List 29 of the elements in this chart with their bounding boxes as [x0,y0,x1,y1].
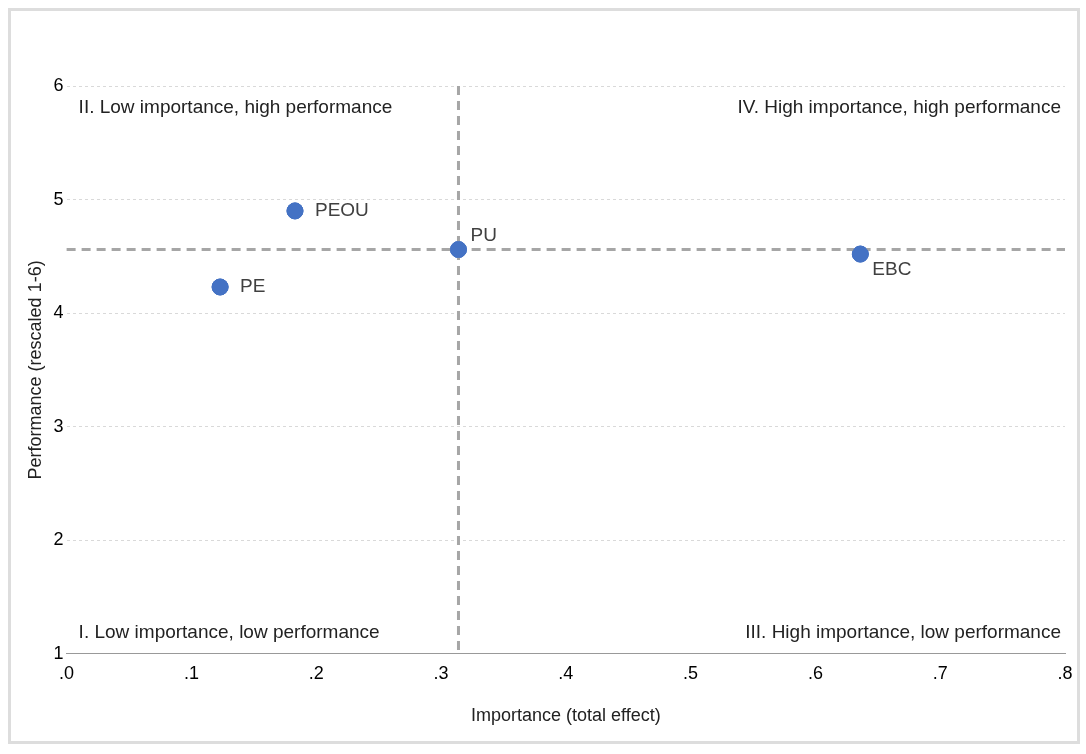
point [851,245,869,263]
annotation: PEOU [314,199,369,221]
y-tick-label: 5 [53,188,64,209]
y-tick-label: 4 [53,302,64,323]
y-tick-label: 1 [53,642,64,663]
x-tick-label: .6 [807,662,823,683]
x-tick-label: .7 [932,662,948,683]
x-tick-label: .0 [59,662,75,683]
x-tick-label: .1 [183,662,199,683]
x-axis-title: Importance (total effect) [470,705,661,726]
annotation: II. Low importance, high performance [78,95,393,117]
x-tick-label: .8 [1057,662,1073,683]
point [211,278,229,296]
x-tick-label: .4 [558,662,574,683]
annotation: I. Low importance, low performance [78,620,380,642]
y-tick-label: 3 [53,415,64,436]
point [286,202,304,220]
y-tick-label: 6 [53,74,64,95]
x-tick-label: .3 [433,662,449,683]
y-tick-label: 2 [53,529,64,550]
y-axis-title: Performance (rescaled 1-6) [24,260,45,480]
annotation: IV. High importance, high performance [737,95,1061,117]
x-tick-label: .2 [308,662,324,683]
annotation: EBC [872,257,912,279]
annotation: PU [470,224,497,246]
annotation: III. High importance, low performance [745,620,1061,642]
annotation: PE [240,275,266,297]
point [449,241,467,259]
x-tick-label: .5 [683,662,699,683]
